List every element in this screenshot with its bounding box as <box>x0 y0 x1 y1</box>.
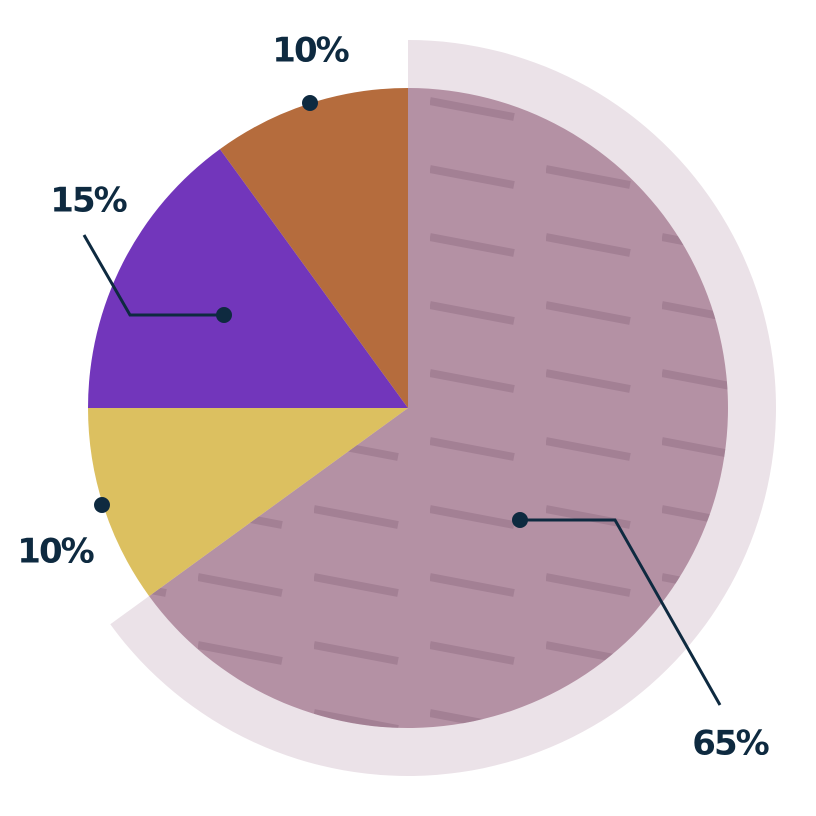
pie-slice <box>219 88 408 408</box>
value-label: 10% <box>272 31 348 71</box>
leader-dot <box>302 95 318 111</box>
slice-hatch <box>149 88 728 729</box>
value-label: 10% <box>17 532 93 572</box>
value-label: 15% <box>50 181 126 221</box>
leader-line <box>82 234 224 317</box>
leader-dot <box>512 512 528 528</box>
pie-slice <box>88 408 408 597</box>
leader-dot <box>94 497 110 513</box>
value-label: 65% <box>692 724 768 764</box>
leader-line <box>520 518 722 706</box>
pie-slice <box>88 149 408 408</box>
leader-dot <box>216 307 232 323</box>
